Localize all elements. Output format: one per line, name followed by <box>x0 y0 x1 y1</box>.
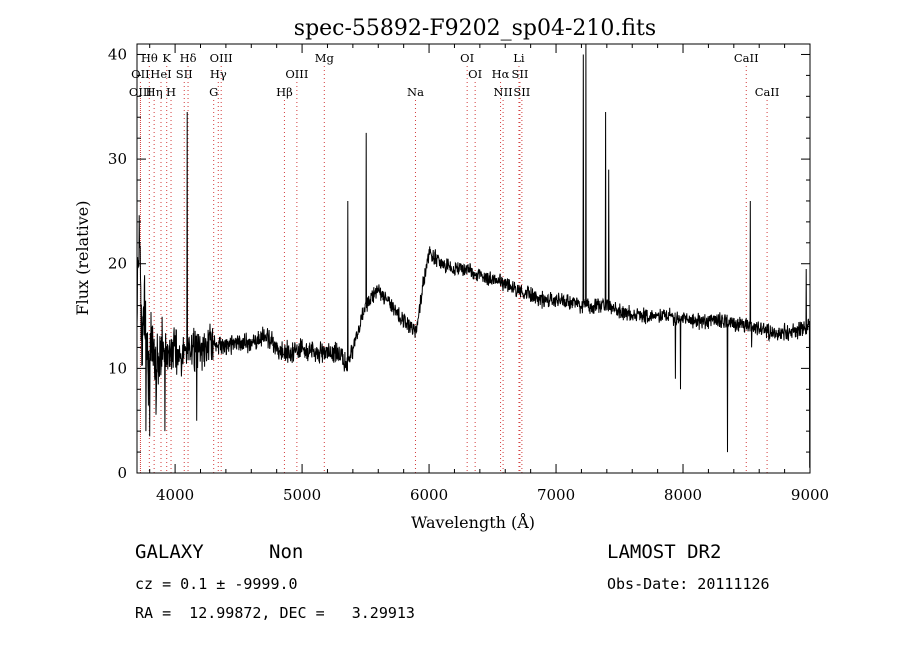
y-tick-label: 30 <box>108 150 127 168</box>
spectral-line-label: Hδ <box>180 51 197 65</box>
x-axis-label: Wavelength (Å) <box>411 512 535 532</box>
spectral-line-label: Li <box>513 51 525 65</box>
spectral-line-label: G <box>209 85 218 99</box>
spectral-line-label: NII <box>494 85 513 99</box>
spectral-line-label: K <box>162 51 171 65</box>
spectral-line-label: OIII <box>129 85 152 99</box>
object-class: GALAXY <box>135 541 204 563</box>
spectral-line-label: SII <box>511 67 528 81</box>
y-tick-label: 20 <box>108 255 127 273</box>
object-subclass: Non <box>269 541 304 563</box>
spectral-line-label: Hη <box>146 85 163 99</box>
spectrum-line <box>136 43 811 468</box>
y-axis-label: Flux (relative) <box>73 201 92 316</box>
spectral-line-label: CaII <box>755 85 780 99</box>
spectral-line-label: CaII <box>734 51 759 65</box>
x-axis: 4000 5000 6000 7000 8000 9000 <box>149 44 829 504</box>
y-tick-label: 0 <box>117 464 127 482</box>
spectral-line-label: SII <box>513 85 530 99</box>
x-tick-label: 8000 <box>664 486 702 504</box>
spectral-line-label: HeI <box>150 67 171 81</box>
spectral-line-label: Hγ <box>210 67 227 81</box>
y-axis: 0 10 20 30 40 <box>108 45 810 482</box>
survey-release: LAMOST DR2 <box>607 541 722 563</box>
spectral-line-label: OII <box>131 67 150 81</box>
spectral-line-label: OI <box>468 67 482 81</box>
redshift-line: cz = 0.1 ± -9999.0 <box>135 575 298 593</box>
chart-title: spec-55892-F9202_sp04-210.fits <box>294 16 656 41</box>
observation-date: Obs-Date: 20111126 <box>607 575 770 593</box>
x-tick-label: 6000 <box>410 486 448 504</box>
spectral-line-label: OI <box>460 51 474 65</box>
spectral-line-label: SII <box>176 67 193 81</box>
spectral-line-label: Hβ <box>276 85 293 99</box>
coordinates-line: RA = 12.99872, DEC = 3.29913 <box>135 604 415 622</box>
plot-frame <box>136 43 811 474</box>
spectral-line-label: Hα <box>492 67 510 81</box>
x-tick-label: 9000 <box>791 486 829 504</box>
y-tick-label: 40 <box>108 45 127 63</box>
spectral-line-label: Hθ <box>141 51 158 65</box>
spectral-line-label: H <box>166 85 176 99</box>
x-tick-label: 5000 <box>283 486 321 504</box>
spectral-line-label: OIII <box>285 67 308 81</box>
spectral-line-label: Mg <box>315 51 335 65</box>
x-tick-label: 7000 <box>537 486 575 504</box>
y-tick-label: 10 <box>108 359 127 377</box>
spectral-line-label: OIII <box>210 51 233 65</box>
x-tick-label: 4000 <box>156 486 194 504</box>
spectral-line-label: Na <box>407 85 424 99</box>
